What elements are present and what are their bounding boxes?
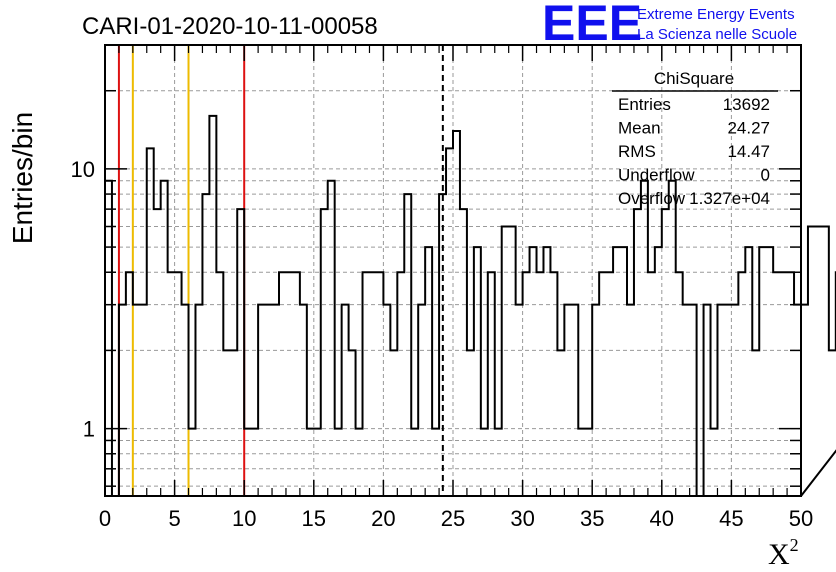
- stats-box-rows: Entries 13692 Mean 24.27 RMS 14.47 Underflow 0 O…: [618, 95, 770, 208]
- y-tick-label: 1: [83, 417, 95, 442]
- stats-row-label: Entries: [618, 95, 671, 114]
- x-tick-label: 20: [371, 506, 395, 531]
- axis-ticks: [104, 44, 802, 496]
- eee-logo-line1: Extreme Energy Events: [637, 6, 795, 23]
- stats-row-label: RMS: [618, 142, 656, 161]
- chart-title: CARI-01-2020-10-11-00058: [82, 13, 378, 40]
- y-tick-label: 10: [71, 157, 95, 182]
- x-tick-label: 35: [580, 506, 604, 531]
- x-tick-label: 15: [302, 506, 326, 531]
- x-tick-label: 45: [719, 506, 743, 531]
- stats-row-label: Mean: [618, 119, 661, 138]
- x-tick-label: 0: [99, 506, 111, 531]
- stats-box: ChiSquare Entries 13692 Mean 24.27 RMS 14.47 U…: [612, 69, 778, 208]
- x-axis-label-superscript: 2: [790, 535, 799, 555]
- eee-logo-line2: La Scienza nelle Scuole: [637, 26, 797, 43]
- eee-logo: EEE Extreme Energy Events La Scienza nel…: [542, 0, 797, 51]
- x-tick-label: 40: [650, 506, 674, 531]
- stats-row-value: 1.327e+04: [689, 189, 770, 208]
- x-axis-label: X2: [768, 535, 799, 571]
- x-tick-label: 50: [789, 506, 813, 531]
- stats-row-value: 13692: [723, 95, 770, 114]
- x-tick-label: 30: [510, 506, 534, 531]
- y-axis-label: Entries/bin: [7, 112, 38, 244]
- stats-row-value: 24.27: [727, 119, 770, 138]
- x-tick-label: 5: [168, 506, 180, 531]
- stats-row-value: 14.47: [727, 142, 770, 161]
- eee-logo-mark: EEE: [542, 0, 642, 51]
- stats-row-value: 0: [761, 166, 770, 185]
- stats-box-title: ChiSquare: [654, 69, 734, 88]
- x-axis-label-main: X: [768, 538, 790, 571]
- stats-row-label: Overflow: [618, 189, 686, 208]
- stats-row-label: Underflow: [618, 166, 695, 185]
- histogram-outline: [104, 114, 836, 497]
- x-tick-label: 10: [232, 506, 256, 531]
- tick-labels: 0 5 10 15 20 25 30 35 40 45 50 1 10: [71, 157, 814, 531]
- x-tick-label: 25: [441, 506, 465, 531]
